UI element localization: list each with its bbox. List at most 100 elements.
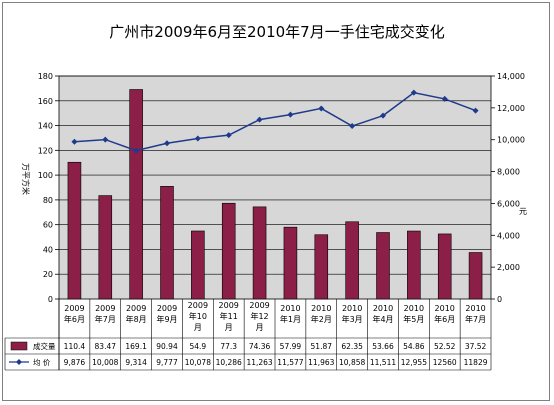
x-tick-label: 2009 [157,304,177,313]
bar [376,232,390,300]
x-tick-label: 2010 [465,304,485,313]
y-left-axis-title: 万平方米 [21,163,31,195]
bar [345,221,359,300]
bar [437,233,452,300]
legend-line-marker [16,359,22,365]
x-tick-label: 2009 [95,304,115,313]
x-tick-label: 2010 [280,304,300,313]
x-tick-label: 2009 [219,301,239,310]
line-marker [380,112,386,119]
bar [252,206,267,300]
y-left-tick-label: 20 [43,270,53,279]
line-marker [194,135,201,142]
y-left-tick-label: 60 [43,221,53,230]
x-tick-label: 年1月 [280,314,301,324]
data-label: 10,858 [339,358,365,367]
x-tick-label: 年7月 [95,314,116,324]
plot-background [58,75,492,300]
x-tick-label: 2009 [188,301,208,310]
data-label: 12,955 [401,358,427,367]
y-right-tick-label: 2,000 [497,263,520,272]
data-label: 10,286 [216,358,242,367]
data-label: 11829 [464,358,488,367]
bar [191,230,205,300]
y-right-tick-label: 12,000 [497,104,525,113]
data-table: 2009年6月2009年7月2009年8月2009年9月2009年10月2009… [4,299,492,371]
x-tick-label: 2009 [126,304,146,313]
data-label: 12560 [433,358,457,367]
line-marker [441,95,448,102]
x-tick-label: 年4月 [372,314,393,324]
bar [98,195,113,300]
y-right-tick-label: 10,000 [497,136,525,145]
data-label: 77.3 [220,342,237,351]
x-tick-label: 年7月 [465,314,486,324]
data-label: 51.87 [311,342,333,351]
x-tick-label: 2009 [64,304,84,313]
y-right-tick-label: 14,000 [497,72,525,81]
y-right-tick-label: 0 [497,295,502,304]
bar [468,252,483,300]
bar [67,161,82,300]
data-label: 11,511 [370,358,396,367]
data-label: 9,876 [64,358,86,367]
y-right-tick-label: 4,000 [497,231,520,240]
y-left-tick-label: 160 [38,97,53,106]
x-tick-label: 年6月 [64,314,85,324]
x-tick-label: 年11 [220,311,238,321]
data-label: 90.94 [156,342,178,351]
line-marker [410,89,417,96]
data-label: 62.35 [341,342,363,351]
x-tick-label: 2009 [249,301,269,310]
y-left-tick-label: 180 [38,72,53,81]
chart-title: 广州市2009年6月至2010年7月一手住宅成交变化 [109,23,444,41]
y-left-tick-label: 120 [38,146,53,155]
line-series [74,91,476,152]
bar [160,186,174,300]
x-tick-label: 年12 [250,311,268,321]
x-tick-label: 年6月 [434,314,455,324]
data-label: 37.52 [465,342,487,351]
line-marker [318,105,325,112]
y-right-axis-title: 元 [519,207,527,216]
y-left-tick-label: 40 [43,245,53,254]
plot-area: 0 20 40 60 80 100 120 140 160 180 0 2,000 4,000 6,000… [38,72,525,304]
y-right-tick-label: 8,000 [497,168,520,177]
x-tick-label: 年10 [189,311,207,321]
data-label: 110.4 [64,342,86,351]
data-label: 11,263 [246,358,272,367]
x-tick-label: 年2月 [311,314,332,324]
bar [314,234,329,300]
x-tick-label: 2010 [342,304,362,313]
bar [407,230,421,300]
line-marker [102,136,109,143]
x-tick-label: 2010 [404,304,424,313]
legend-line-label: 均 价 [33,357,51,367]
bar [283,226,298,300]
data-label: 54.86 [403,342,425,351]
data-label: 10,008 [92,358,118,367]
x-tick-label: 年8月 [126,314,147,324]
data-label: 52.52 [434,342,456,351]
data-label: 57.99 [280,342,302,351]
data-label: 11,963 [308,358,334,367]
line-marker [287,111,294,118]
line-marker [133,147,140,154]
x-tick-label: 2010 [435,304,455,313]
y-left-tick-label: 100 [38,171,53,180]
line-marker [225,132,232,139]
x-tick-label: 2010 [373,304,393,313]
data-label: 54.9 [190,342,207,351]
bar [221,202,236,300]
data-label: 83.47 [95,342,117,351]
chart-svg: 广州市2009年6月至2010年7月一手住宅成交变化 万平方米 元 0 20 40 6… [4,23,527,371]
x-tick-label: 月 [225,323,233,332]
x-tick-label: 年5月 [403,314,424,324]
data-label: 74.36 [249,342,271,351]
line-marker [472,107,479,114]
y-left-tick-label: 0 [48,295,53,304]
bar [129,89,143,300]
x-tick-label: 年3月 [342,314,363,324]
x-tick-label: 年9月 [156,314,177,324]
legend-bar-swatch [10,341,28,351]
